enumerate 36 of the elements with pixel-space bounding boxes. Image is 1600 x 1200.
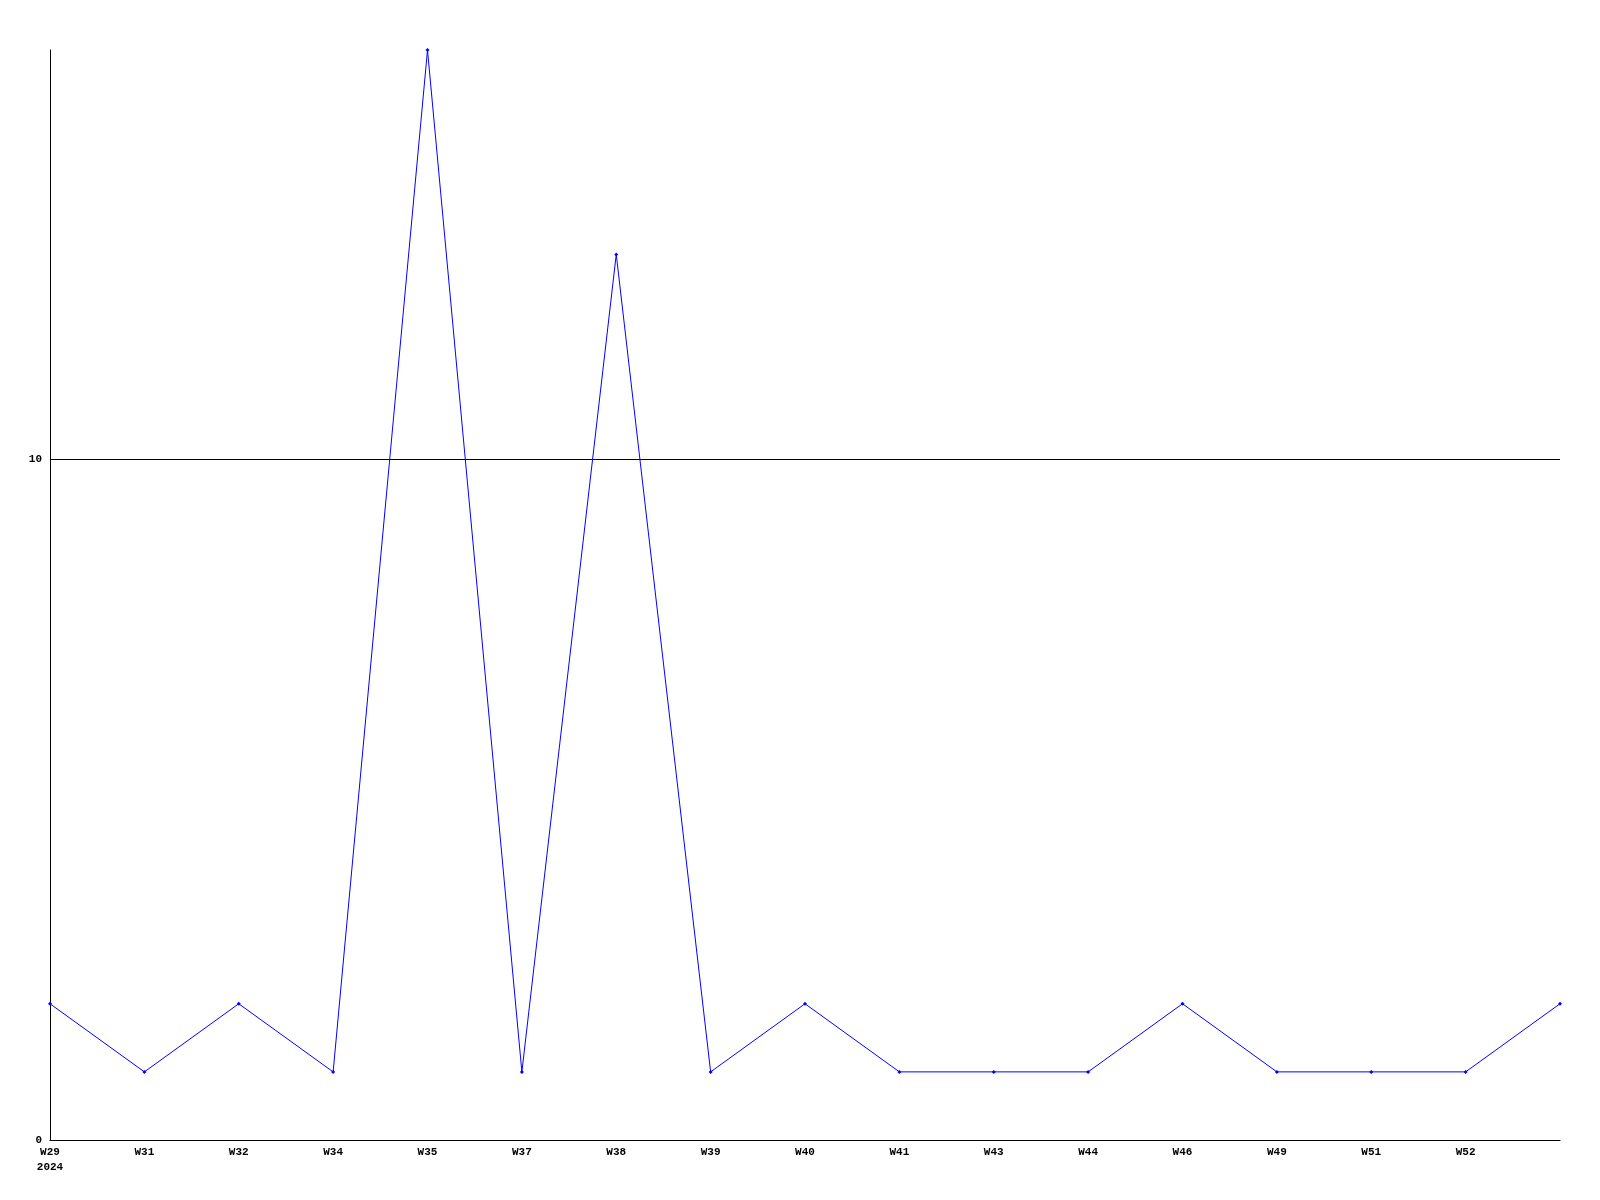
point <box>1274 1069 1279 1074</box>
text: 2024 <box>36 1160 64 1173</box>
x-tick-label: W43 <box>983 1145 1005 1158</box>
x-tick-label: W49 <box>1266 1145 1287 1158</box>
point <box>236 1001 241 1006</box>
point <box>803 1001 807 1006</box>
x-tick-label: W39 <box>700 1145 721 1158</box>
point <box>708 1069 713 1074</box>
point <box>1463 1069 1468 1074</box>
point <box>897 1069 902 1074</box>
x-tick-label: W29 <box>40 1145 60 1158</box>
x-tick-label: W37 <box>511 1145 532 1158</box>
point <box>1558 1001 1562 1006</box>
point <box>142 1069 147 1074</box>
point <box>1180 1001 1185 1006</box>
y-tick-label: 10 <box>28 452 42 465</box>
x-tick-label: W44 <box>1078 1145 1099 1158</box>
point <box>48 1001 52 1006</box>
x-tick-label: W51 <box>1361 1145 1382 1158</box>
x-tick-label: W34 <box>323 1145 344 1158</box>
x-tick-label: W31 <box>134 1145 155 1158</box>
x-tick-label: W46 <box>1172 1145 1193 1158</box>
point <box>614 252 619 257</box>
x-tick-label: W38 <box>606 1145 627 1158</box>
y-tick-label: 0 <box>35 1134 42 1146</box>
point <box>331 1069 336 1074</box>
point <box>519 1069 524 1074</box>
x-tick-label: W40 <box>795 1145 815 1158</box>
point <box>991 1069 996 1074</box>
x-tick-label: W32 <box>228 1145 249 1158</box>
point <box>1086 1069 1091 1074</box>
point <box>1369 1069 1374 1074</box>
x-tick-label: W52 <box>1455 1145 1476 1158</box>
point <box>425 48 430 52</box>
x-tick-label: W35 <box>417 1145 438 1158</box>
x-tick-label: W41 <box>889 1145 910 1158</box>
